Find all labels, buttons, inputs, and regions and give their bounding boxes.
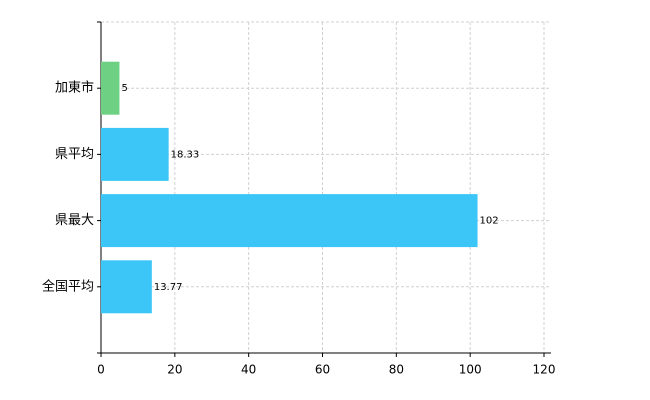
y-tick-label: 全国平均 — [42, 278, 94, 294]
bar — [101, 61, 120, 115]
bar — [101, 127, 169, 181]
x-tick-label: 0 — [97, 363, 105, 377]
y-tick-label: 県最大 — [55, 213, 94, 228]
value-label: 18.33 — [171, 149, 200, 160]
value-label: 13.77 — [154, 282, 183, 293]
x-tick-label: 20 — [167, 363, 182, 377]
x-tick-label: 120 — [533, 363, 556, 377]
y-tick-label: 県平均 — [55, 147, 94, 162]
value-label: 5 — [121, 83, 127, 94]
value-label: 102 — [480, 216, 499, 227]
bar — [101, 194, 478, 248]
x-tick-label: 100 — [459, 363, 482, 377]
x-tick-label: 80 — [389, 363, 404, 377]
x-tick-label: 60 — [315, 363, 330, 377]
bar — [101, 260, 152, 314]
x-tick-label: 40 — [241, 363, 256, 377]
y-tick-label: 加東市 — [55, 80, 94, 96]
